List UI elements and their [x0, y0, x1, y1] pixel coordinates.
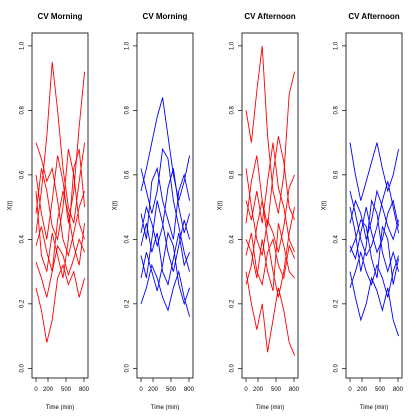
- chart-title: CV Morning: [38, 12, 83, 21]
- y-axis-label: X(t): [322, 201, 328, 211]
- x-axis-label: Time (min): [360, 405, 388, 411]
- curve: [349, 219, 400, 285]
- plot-frame: [31, 32, 89, 379]
- y-tick-label: 0.0: [125, 363, 131, 372]
- curve: [140, 147, 191, 272]
- curve: [140, 231, 191, 306]
- y-tick-label: 0.2: [125, 299, 131, 308]
- y-tick-label: 0.4: [334, 235, 340, 244]
- curve: [245, 232, 295, 287]
- curve: [35, 263, 86, 343]
- y-tick-label: 0.2: [230, 299, 236, 308]
- curve: [245, 200, 296, 298]
- curve: [35, 148, 86, 279]
- y-tick-label: 0.6: [125, 170, 131, 179]
- x-tick-label: 200: [357, 387, 368, 393]
- curve: [349, 189, 400, 241]
- y-tick-label: 1.0: [230, 41, 236, 50]
- x-axis-label: Time (min): [46, 405, 74, 411]
- curve: [245, 142, 295, 253]
- curve: [349, 199, 400, 261]
- plot-frame: [136, 32, 194, 379]
- x-tick-label: 200: [148, 387, 159, 393]
- curve: [245, 223, 295, 292]
- y-tick-label: 0.0: [334, 363, 340, 372]
- x-axis-label: Time (min): [151, 405, 179, 411]
- x-tick-label: 0: [244, 387, 248, 393]
- x-tick-label: 0: [348, 387, 352, 393]
- x-tick-label: 500: [375, 387, 386, 393]
- curve: [140, 97, 191, 201]
- y-axis-label: X(t): [113, 201, 119, 211]
- y-tick-label: 0.0: [230, 363, 236, 372]
- x-tick-label: 0: [34, 387, 38, 393]
- x-tick-label: 800: [289, 387, 300, 393]
- x-tick-label: 500: [166, 387, 177, 393]
- x-tick-label: 500: [61, 387, 72, 393]
- y-axis-label: X(t): [8, 201, 14, 211]
- curve: [349, 271, 400, 337]
- curve: [349, 250, 400, 298]
- y-tick-label: 0.6: [334, 170, 340, 179]
- x-tick-label: 800: [79, 387, 90, 393]
- x-tick-label: 200: [43, 387, 54, 393]
- y-tick-label: 1.0: [20, 41, 26, 50]
- plot-frame: [241, 32, 299, 379]
- curve: [245, 136, 295, 227]
- y-tick-label: 0.8: [125, 106, 131, 115]
- plot-frame: [345, 32, 403, 379]
- y-tick-label: 1.0: [334, 41, 340, 50]
- x-tick-label: 800: [393, 387, 404, 393]
- y-tick-label: 0.2: [334, 299, 340, 308]
- curve: [245, 271, 295, 356]
- y-tick-label: 0.4: [20, 235, 26, 244]
- curve: [245, 168, 295, 256]
- y-tick-label: 0.2: [20, 299, 26, 308]
- curve: [349, 181, 400, 257]
- curve: [140, 200, 191, 279]
- x-tick-label: 500: [271, 387, 282, 393]
- curve: [349, 142, 400, 201]
- curve: [140, 223, 190, 287]
- curve: [35, 237, 85, 298]
- chart-title: CV Afternoon: [348, 12, 399, 21]
- y-tick-label: 0.8: [334, 106, 340, 115]
- y-tick-label: 0.8: [20, 106, 26, 115]
- y-tick-label: 0.4: [125, 235, 131, 244]
- curve: [140, 263, 191, 317]
- x-tick-label: 200: [253, 387, 264, 393]
- y-tick-label: 0.0: [20, 363, 26, 372]
- y-axis-label: X(t): [218, 201, 224, 211]
- y-tick-label: 0.8: [230, 106, 236, 115]
- x-axis-label: Time (min): [256, 405, 284, 411]
- curve: [35, 142, 86, 258]
- y-tick-label: 0.6: [230, 170, 236, 179]
- chart-title: CV Afternoon: [244, 12, 295, 21]
- y-tick-label: 0.4: [230, 235, 236, 244]
- x-tick-label: 0: [139, 387, 143, 393]
- x-tick-label: 800: [184, 387, 195, 393]
- curve: [140, 166, 191, 240]
- y-tick-label: 1.0: [125, 41, 131, 50]
- curve: [35, 190, 86, 272]
- chart-title: CV Morning: [143, 12, 188, 21]
- y-tick-label: 0.6: [20, 170, 26, 179]
